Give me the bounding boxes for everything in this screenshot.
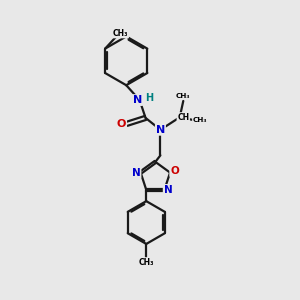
Text: CH₃: CH₃ — [176, 93, 190, 99]
Text: N: N — [164, 185, 172, 195]
Text: H: H — [145, 93, 153, 103]
Text: CH₃: CH₃ — [193, 117, 207, 123]
Text: CH: CH — [177, 113, 189, 122]
Text: CH₃: CH₃ — [139, 258, 154, 267]
Text: O: O — [117, 119, 126, 129]
Text: O: O — [170, 166, 179, 176]
Text: N: N — [156, 125, 165, 135]
Text: N: N — [132, 168, 141, 178]
Text: CH₃: CH₃ — [113, 29, 128, 38]
Text: N: N — [133, 95, 142, 105]
